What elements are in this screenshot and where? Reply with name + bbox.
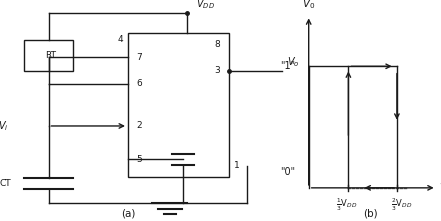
Text: V$_{DD}$: V$_{DD}$	[196, 0, 215, 11]
Text: "1": "1"	[280, 61, 295, 71]
Text: $\frac{1}{3}$V$_{DD}$: $\frac{1}{3}$V$_{DD}$	[336, 197, 357, 213]
Text: 6: 6	[137, 80, 142, 88]
Text: 7: 7	[137, 53, 142, 62]
Text: RT: RT	[45, 51, 56, 60]
Text: 1: 1	[234, 161, 239, 170]
Text: V$_0$: V$_0$	[302, 0, 315, 11]
Text: V$_o$: V$_o$	[287, 55, 299, 69]
Text: (a): (a)	[121, 209, 135, 219]
Bar	[24, 40, 73, 71]
Text: (b): (b)	[363, 209, 378, 219]
Text: "0": "0"	[280, 167, 295, 177]
Text: Vi: Vi	[439, 183, 441, 193]
Text: 2: 2	[137, 122, 142, 130]
Text: CT: CT	[0, 179, 11, 188]
Text: $\frac{2}{3}$V$_{DD}$: $\frac{2}{3}$V$_{DD}$	[391, 197, 412, 213]
Text: 5: 5	[137, 155, 142, 164]
Text: 3: 3	[215, 66, 220, 75]
Text: V$_i$: V$_i$	[0, 119, 9, 133]
Bar	[128, 33, 229, 177]
Text: 8: 8	[215, 40, 220, 49]
Text: 4: 4	[118, 35, 123, 44]
